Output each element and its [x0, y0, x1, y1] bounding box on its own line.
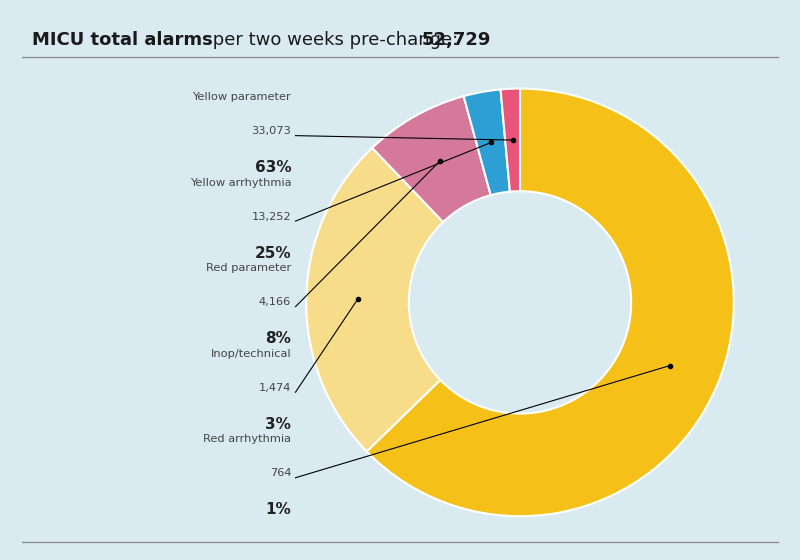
Wedge shape [306, 148, 443, 451]
Text: 63%: 63% [254, 160, 291, 175]
Text: Yellow arrhythmia: Yellow arrhythmia [190, 178, 291, 188]
Text: 764: 764 [270, 469, 291, 478]
Text: 8%: 8% [266, 332, 291, 346]
Wedge shape [366, 88, 734, 516]
Wedge shape [372, 96, 490, 222]
Wedge shape [464, 90, 510, 195]
Text: 3%: 3% [266, 417, 291, 432]
Text: Yellow parameter: Yellow parameter [193, 92, 291, 102]
Text: 1,474: 1,474 [259, 383, 291, 393]
Text: per two weeks pre-change:: per two weeks pre-change: [207, 31, 464, 49]
Text: 4,166: 4,166 [259, 297, 291, 307]
Text: MICU total alarms: MICU total alarms [32, 31, 213, 49]
Wedge shape [501, 88, 520, 192]
Text: Red parameter: Red parameter [206, 263, 291, 273]
Text: Red arrhythmia: Red arrhythmia [203, 434, 291, 444]
Text: 1%: 1% [266, 502, 291, 517]
Text: 25%: 25% [254, 246, 291, 261]
Text: Inop/technical: Inop/technical [210, 349, 291, 359]
Text: 13,252: 13,252 [251, 212, 291, 222]
Text: 52,729: 52,729 [422, 31, 491, 49]
Text: 33,073: 33,073 [251, 127, 291, 136]
